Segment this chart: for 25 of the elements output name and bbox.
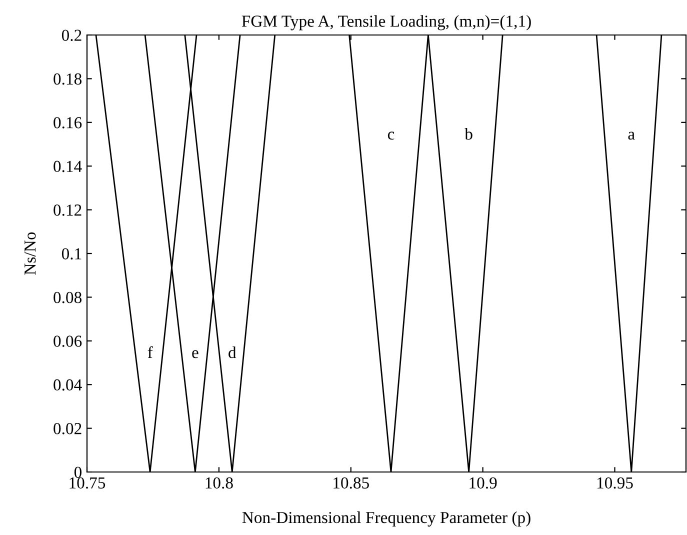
y-tick-label: 0.2 [62,30,82,42]
x-tick-label: 10.95 [597,477,633,489]
x-tick-label: 10.8 [206,477,233,489]
y-tick-label: 0.06 [54,336,82,347]
series-label: a [628,132,635,140]
y-tick-label: 0.14 [54,160,82,172]
x-tick-label: 10.9 [470,477,497,489]
series-label: d [228,346,236,358]
y-tick-label: 0.12 [54,204,82,216]
y-tick-label: 0.16 [54,117,82,128]
series-label: c [388,132,394,140]
x-tick-label: 10.85 [334,477,369,489]
y-tick-label: 0.08 [54,292,82,304]
y-tick-label: 0.1 [62,248,82,260]
x-tick-label: 10.75 [70,477,106,489]
series-label: f [148,346,153,358]
series-label: b [464,128,472,140]
chart-title: FGM Type A, Tensile Loading, (m,n)=(1,1) [242,15,531,30]
y-tick-label: 0.02 [54,423,82,434]
y-tick-label: 0.04 [54,379,82,391]
series-label: e [192,350,198,358]
y-tick-label: 0 [74,466,82,478]
y-tick-label: 0.18 [54,73,82,85]
x-axis-title: Non-Dimensional Frequency Parameter (p) [242,511,530,527]
y-axis-title: Ns/No [24,232,36,275]
